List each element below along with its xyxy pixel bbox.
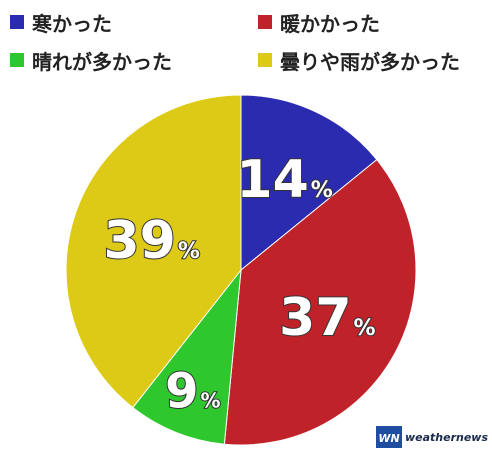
legend-swatch (258, 15, 272, 29)
logo-text: weathernews (404, 430, 488, 444)
slice-sunny (132, 268, 242, 445)
slice-cold (240, 94, 378, 272)
slice-value: 39 (103, 211, 175, 271)
legend-label: 曇りや雨が多かった (280, 49, 460, 74)
slice-unit: % (201, 389, 221, 413)
legend-label: 寒かった (32, 11, 112, 36)
pie-labels: 14%37%9 %39% (102, 149, 376, 420)
slice-warm (223, 158, 417, 446)
legend-label: 晴れが多かった (32, 49, 172, 74)
legend-swatch (258, 53, 272, 67)
weathernews-logo: WN weathernews (375, 424, 488, 450)
legend-item-sunny: 晴れが多かった (10, 44, 172, 76)
slice-value: 14 (236, 150, 308, 210)
slice-value: 9 (165, 364, 198, 420)
weathernews-logo-mark-icon: WN (375, 426, 402, 448)
slice-unit: % (354, 316, 376, 341)
legend-item-warm: 暖かかった (258, 6, 380, 38)
legend-item-cold: 寒かった (10, 6, 112, 38)
logo-mark-text: WN (378, 432, 399, 445)
label-cloudy-rainy: 39% (103, 211, 199, 271)
legend-label: 暖かかった (280, 11, 380, 36)
legend: 寒かった 暖かかった 晴れが多かった 曇りや雨が多かった (10, 6, 490, 78)
slice-value: 37 (279, 288, 351, 348)
label-sunny: 9% (165, 364, 220, 420)
legend-swatch (10, 15, 24, 29)
label-warm: 37% (279, 288, 375, 348)
legend-swatch (10, 53, 24, 67)
slice-unit: % (178, 239, 200, 264)
slice-unit: % (311, 178, 333, 203)
slice-cloudy-rainy (65, 94, 242, 409)
legend-item-cloudy-rainy: 曇りや雨が多かった (258, 44, 460, 76)
pie-slices (65, 94, 417, 446)
label-cold: 14% (236, 150, 332, 210)
